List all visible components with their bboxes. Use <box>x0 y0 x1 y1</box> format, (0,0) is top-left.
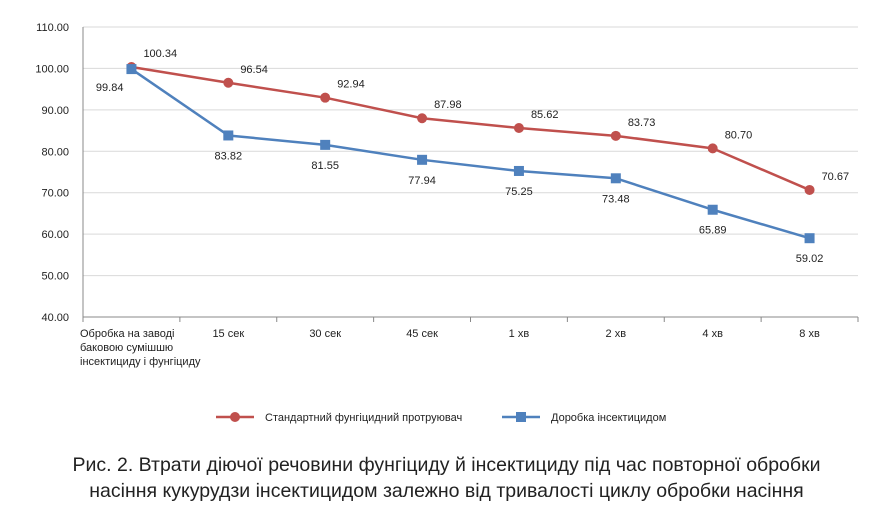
data-label: 96.54 <box>240 64 268 76</box>
data-label: 75.25 <box>505 186 533 198</box>
x-category-label: інсектициду і фунгіциду <box>80 356 201 368</box>
x-category-label: 8 хв <box>799 328 820 340</box>
data-label: 87.98 <box>434 99 462 111</box>
data-label: 99.84 <box>96 82 124 94</box>
legend-marker <box>516 412 526 422</box>
data-point <box>513 165 524 176</box>
data-point <box>707 204 718 215</box>
data-point <box>707 143 718 154</box>
y-tick-label: 40.00 <box>41 312 69 324</box>
data-point <box>320 139 331 150</box>
x-category-label: 1 хв <box>509 328 530 340</box>
data-point <box>126 64 137 75</box>
figure-caption: Рис. 2. Втрати діючої речовини фунгіциду… <box>0 452 893 504</box>
data-label: 85.62 <box>531 109 559 121</box>
y-tick-label: 110.00 <box>36 22 69 34</box>
data-label: 73.48 <box>602 193 630 205</box>
data-label: 83.73 <box>628 117 656 129</box>
data-label: 100.34 <box>143 48 177 60</box>
y-tick-label: 70.00 <box>41 188 69 200</box>
data-label: 59.02 <box>796 253 824 265</box>
caption-line-2: насіння кукурудзи інсектицидом залежно в… <box>89 480 804 502</box>
legend-label: Доробка інсектицидом <box>551 412 666 424</box>
x-category-label: 15 сек <box>212 328 244 340</box>
line-chart: 40.00 50.00 60.00 70.00 80.00 90.00 100.00 110.… <box>35 22 859 424</box>
data-label: 92.94 <box>337 79 365 91</box>
legend-label: Стандартний фунгіцидний протруювач <box>265 412 462 424</box>
series-markers <box>126 62 815 244</box>
data-point <box>417 113 428 124</box>
data-label: 70.67 <box>822 171 850 183</box>
series-line-1 <box>130 68 810 240</box>
y-tick-label: 80.00 <box>41 146 69 158</box>
data-label: 81.55 <box>311 160 339 172</box>
legend-marker <box>230 412 240 422</box>
data-point <box>610 173 621 184</box>
data-point <box>417 154 428 165</box>
data-point <box>223 77 234 88</box>
x-category-label: 2 хв <box>606 328 627 340</box>
legend: Стандартний фунгіцидний протруювач Доробк… <box>216 412 666 424</box>
data-label: 65.89 <box>699 225 727 237</box>
data-label: 83.82 <box>215 150 243 162</box>
y-tick-label: 50.00 <box>41 271 69 283</box>
data-label: 77.94 <box>408 175 436 187</box>
x-category-label: 4 хв <box>702 328 723 340</box>
y-tick-label: 100.00 <box>35 63 69 75</box>
data-point <box>320 92 331 103</box>
x-category-label: 30 сек <box>309 328 341 340</box>
y-tick-label: 60.00 <box>41 229 69 241</box>
series-lines <box>130 65 811 240</box>
caption-line-1: Рис. 2. Втрати діючої речовини фунгіциду… <box>72 454 821 476</box>
data-point <box>513 123 524 134</box>
x-category-label: Обробка на заводі <box>80 328 175 340</box>
grid-lines <box>82 26 859 322</box>
data-point <box>804 233 815 244</box>
x-category-label: баковою сумішшю <box>80 342 173 354</box>
y-tick-label: 90.00 <box>41 105 69 117</box>
data-point <box>223 130 234 141</box>
x-axis: Обробка на заводі баковою сумішшю інсектиц… <box>80 328 820 368</box>
data-labels: 100.34 96.54 92.94 87.98 85.62 83.73 80.70 70.6… <box>96 48 849 265</box>
data-point <box>610 130 621 141</box>
series-line-0 <box>131 65 811 192</box>
data-point <box>804 184 815 195</box>
y-axis: 40.00 50.00 60.00 70.00 80.00 90.00 100.00 110.… <box>35 22 69 324</box>
data-label: 80.70 <box>725 129 753 141</box>
x-category-label: 45 сек <box>406 328 438 340</box>
